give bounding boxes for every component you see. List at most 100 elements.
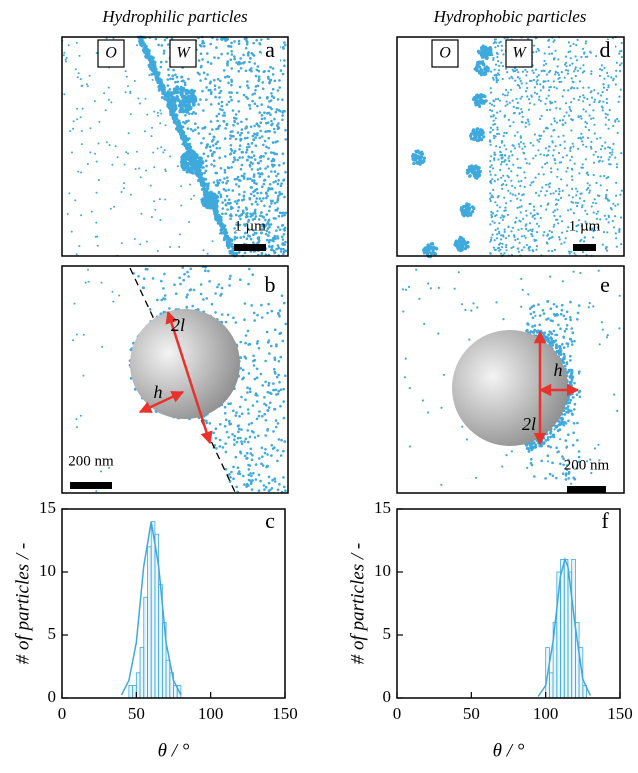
particle — [537, 149, 539, 151]
particle — [237, 131, 240, 134]
particle — [512, 164, 514, 166]
particle — [621, 56, 623, 58]
particle — [251, 203, 254, 206]
particle — [566, 154, 568, 156]
particle — [264, 448, 267, 451]
particle — [205, 297, 208, 300]
particle — [517, 207, 519, 209]
particle — [219, 439, 222, 442]
particle — [620, 152, 622, 154]
particle — [139, 243, 141, 245]
particle — [155, 68, 158, 71]
particle — [140, 213, 142, 215]
particle — [497, 228, 499, 230]
particle — [270, 200, 273, 203]
particle — [426, 252, 429, 255]
particle — [591, 97, 593, 99]
particle — [216, 181, 219, 184]
particle — [188, 90, 192, 94]
particle — [562, 119, 564, 121]
particle — [167, 68, 170, 71]
particle — [205, 146, 208, 149]
particle — [569, 108, 571, 110]
particle — [278, 360, 281, 363]
particle — [463, 240, 466, 243]
particle — [97, 245, 99, 247]
particle — [537, 48, 539, 50]
particle — [192, 103, 196, 107]
particle — [254, 190, 257, 193]
particle — [209, 133, 212, 136]
particle — [278, 215, 281, 218]
particle — [426, 244, 429, 247]
particle — [507, 157, 509, 159]
particle — [173, 283, 176, 286]
particle — [573, 252, 575, 254]
particle — [235, 113, 238, 116]
particle — [246, 84, 249, 87]
particle — [550, 237, 552, 239]
particle — [505, 89, 507, 91]
particle — [492, 100, 494, 102]
particle — [174, 81, 177, 84]
particle — [223, 188, 226, 191]
particle — [283, 214, 286, 217]
particle — [277, 244, 280, 247]
particle — [501, 246, 503, 248]
particle — [224, 137, 227, 140]
particle — [236, 237, 239, 240]
particle — [225, 468, 228, 471]
particle — [467, 171, 470, 174]
particle — [233, 117, 236, 120]
particle — [218, 147, 221, 150]
particle — [243, 440, 246, 443]
particle — [237, 199, 240, 202]
particle — [536, 76, 538, 78]
particle — [74, 303, 76, 305]
particle — [501, 184, 503, 186]
particle — [521, 228, 523, 230]
particle — [228, 76, 231, 79]
particle — [160, 280, 163, 283]
particle — [485, 65, 488, 68]
particle — [221, 201, 224, 204]
particle — [273, 96, 276, 99]
particle — [258, 70, 261, 73]
particle — [82, 108, 84, 110]
particle — [468, 208, 471, 211]
particle — [254, 102, 257, 105]
particle — [510, 230, 512, 232]
particle — [620, 243, 622, 245]
particle — [247, 155, 250, 158]
particle — [238, 470, 241, 473]
particle — [216, 147, 219, 150]
particle — [274, 358, 277, 361]
particle — [567, 89, 569, 91]
particle — [274, 328, 277, 331]
particle — [534, 92, 536, 94]
particle — [524, 146, 526, 148]
particle — [597, 210, 599, 212]
particle — [545, 147, 547, 149]
particle — [266, 112, 269, 115]
particle — [465, 245, 468, 248]
particle — [127, 85, 129, 87]
particle — [512, 69, 514, 71]
particle — [95, 490, 97, 492]
particle — [582, 48, 584, 50]
particle — [240, 396, 243, 399]
particle — [509, 125, 511, 127]
particle — [582, 87, 584, 89]
particle — [218, 283, 221, 286]
particle — [533, 103, 535, 105]
particle — [531, 325, 534, 328]
particle — [492, 57, 494, 59]
particle — [570, 101, 572, 103]
particle — [264, 434, 267, 437]
particle — [505, 148, 507, 150]
particle — [254, 62, 257, 65]
particle — [489, 192, 491, 194]
particle — [261, 253, 264, 256]
particle — [157, 44, 160, 47]
particle — [244, 302, 247, 305]
